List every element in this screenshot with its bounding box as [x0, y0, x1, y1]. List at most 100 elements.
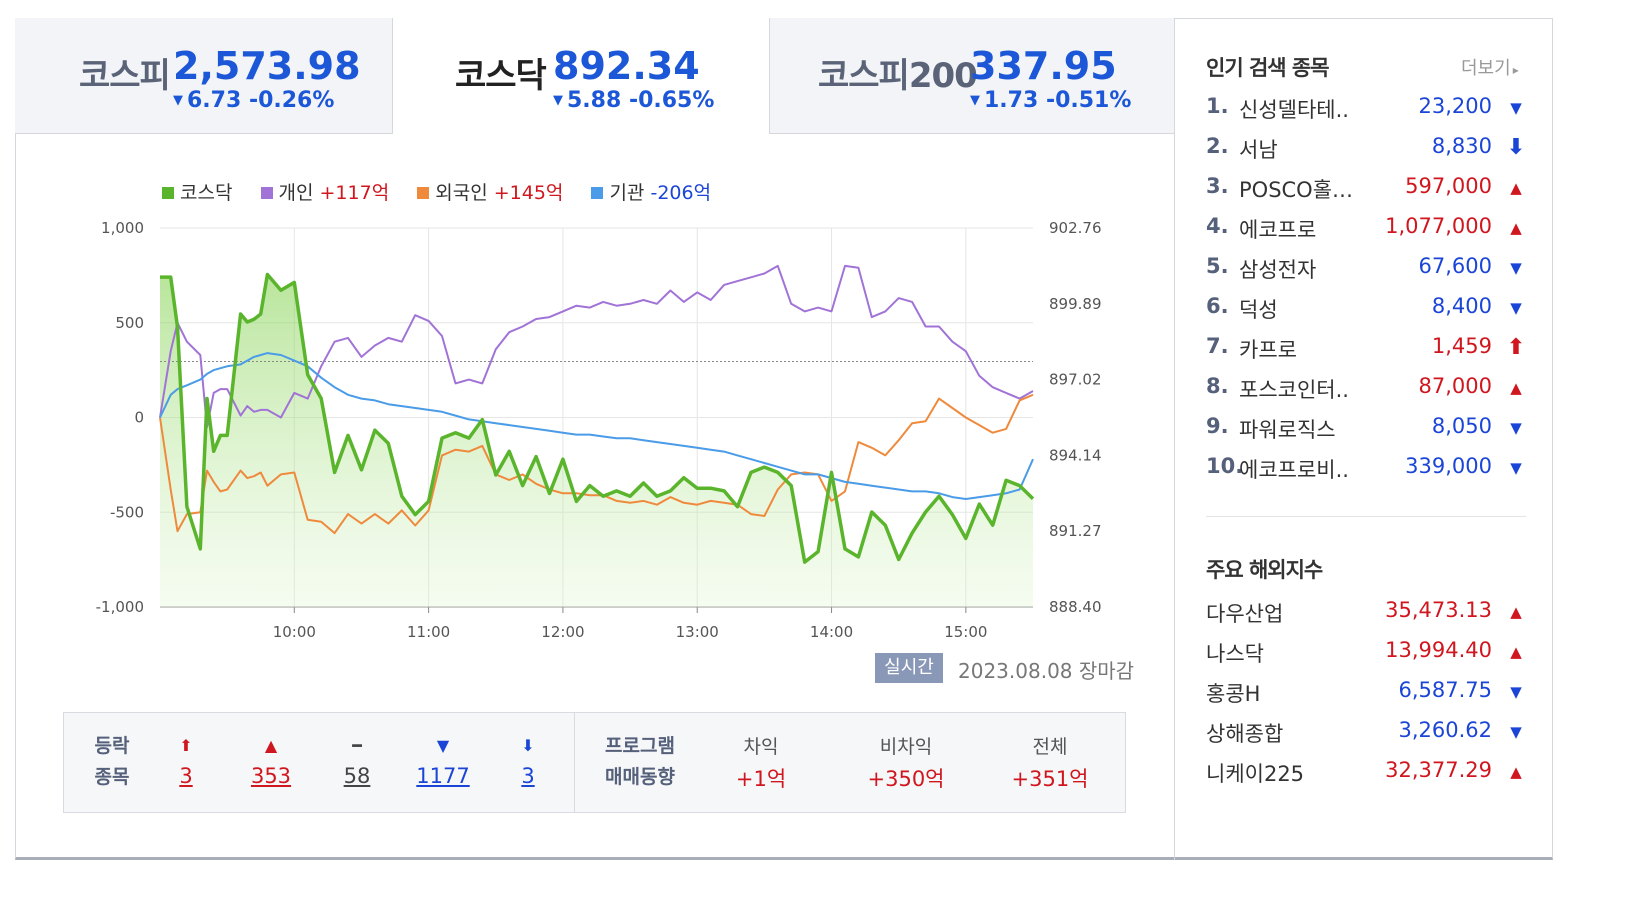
down-triangle-icon: ▼ — [436, 736, 450, 755]
popular-stock-row[interactable]: 8. 포스코인터.. 87,000 ▲ — [1206, 374, 1526, 414]
index-name: 나스닥 — [1206, 642, 1264, 666]
stock-name[interactable]: 파워로직스 — [1239, 418, 1336, 442]
down-triangle-icon: ▼ — [1510, 419, 1522, 437]
x-tick-label: 12:00 — [541, 623, 584, 641]
market-close-date: 2023.08.08 장마감 — [958, 659, 1135, 683]
stock-name[interactable]: 에코프로비.. — [1239, 458, 1349, 482]
stock-price: 597,000 — [1405, 174, 1492, 198]
y-right-tick-label: 894.14 — [1049, 446, 1102, 464]
stock-name[interactable]: 카프로 — [1239, 338, 1297, 362]
legend-kosdaq: 코스닥 — [162, 178, 232, 205]
lower-limit-arrow-icon: ⬇ — [1506, 135, 1526, 160]
tab-kospi-value: 2,573.98 — [173, 44, 361, 88]
index-price: 32,377.29 — [1385, 758, 1492, 782]
stock-rank: 9. — [1206, 414, 1229, 438]
y-left-tick-label: 500 — [115, 314, 144, 332]
stock-price: 8,400 — [1431, 294, 1492, 318]
legend-swatch — [417, 187, 430, 199]
y-left-tick-label: 1,000 — [101, 219, 144, 237]
stock-name[interactable]: 서남 — [1239, 138, 1278, 162]
breadth-flat[interactable]: ━ 58 — [327, 731, 387, 791]
tab-kospi200-value: 337.95 — [970, 44, 1117, 88]
stock-price: 8,830 — [1431, 134, 1492, 158]
up-triangle-icon: ▲ — [1510, 763, 1522, 781]
y-right-tick-label: 899.89 — [1049, 295, 1102, 313]
breadth-upper-limit[interactable]: ⬆ 3 — [156, 731, 216, 791]
stock-price: 23,200 — [1418, 94, 1492, 118]
y-right-tick-label: 891.27 — [1049, 522, 1102, 540]
market-breadth-box: 등락 종목 ⬆ 3 ▲ 353 ━ 58 ▼ 1177 ⬇ 3 프로그램 매매동향 차익 +1억… — [63, 712, 1126, 813]
stock-name[interactable]: 포스코인터.. — [1239, 378, 1349, 402]
tab-kospi200[interactable]: 코스피200 337.95 ▼ 1.73 -0.51% — [770, 18, 1175, 134]
up-triangle-icon: ▲ — [1510, 179, 1522, 197]
kosdaq-area — [160, 274, 1033, 607]
more-link[interactable]: 더보기 ▸ — [1461, 58, 1519, 79]
tab-kospi[interactable]: 코스피 2,573.98 ▼ 6.73 -0.26% — [15, 18, 393, 134]
stock-name[interactable]: 덕성 — [1239, 298, 1278, 322]
popular-stock-row[interactable]: 9. 파워로직스 8,050 ▼ — [1206, 414, 1526, 454]
chevron-right-icon: ▸ — [1512, 63, 1519, 77]
tab-kosdaq-name: 코스닥 — [455, 56, 547, 96]
kosdaq-line — [160, 272, 1035, 564]
stock-rank: 4. — [1206, 214, 1229, 238]
down-triangle-icon: ▼ — [173, 93, 183, 108]
stock-price: 1,077,000 — [1385, 214, 1492, 238]
stock-name[interactable]: POSCO홀… — [1239, 178, 1354, 202]
world-index-row[interactable]: 나스닥 13,994.40 ▲ — [1206, 638, 1526, 678]
up-triangle-icon: ▲ — [1510, 219, 1522, 237]
world-indices-title: 주요 해외지수 — [1206, 558, 1323, 582]
tab-kosdaq[interactable]: 코스닥 892.34 ▼ 5.88 -0.65% — [393, 18, 770, 134]
breadth-fall[interactable]: ▼ 1177 — [413, 731, 473, 791]
stock-rank: 1. — [1206, 94, 1229, 118]
down-triangle-icon: ▼ — [1510, 259, 1522, 277]
side-panel: 인기 검색 종목 더보기 ▸ 1. 신성델타테.. 23,200 ▼ 2. 서남 8,830 ⬇… — [1176, 18, 1552, 860]
stock-rank: 10. — [1206, 454, 1244, 478]
world-index-row[interactable]: 홍콩H 6,587.75 ▼ — [1206, 678, 1526, 718]
stock-rank: 8. — [1206, 374, 1229, 398]
divider — [574, 713, 575, 812]
popular-stock-row[interactable]: 1. 신성델타테.. 23,200 ▼ — [1206, 94, 1526, 134]
program-total: 전체 +351억 — [1011, 736, 1089, 791]
y-left-tick-label: -500 — [110, 503, 144, 521]
popular-stock-row[interactable]: 5. 삼성전자 67,600 ▼ — [1206, 254, 1526, 294]
world-index-row[interactable]: 상해종합 3,260.62 ▼ — [1206, 718, 1526, 758]
index-name: 다우산업 — [1206, 602, 1284, 626]
world-index-row[interactable]: 니케이225 32,377.29 ▲ — [1206, 758, 1526, 798]
stock-price: 339,000 — [1405, 454, 1492, 478]
index-name: 상해종합 — [1206, 722, 1284, 746]
y-right-tick-label: 888.40 — [1049, 598, 1102, 616]
x-tick-label: 10:00 — [273, 623, 316, 641]
index-name: 니케이225 — [1206, 762, 1305, 786]
chart-legend: 코스닥 개인 +117억 외국인 +145억 기관 -206억 — [162, 178, 733, 205]
program-arbitrage: 차익 +1억 — [735, 736, 787, 791]
index-panel: 코스피 2,573.98 ▼ 6.73 -0.26% 코스닥 892.34 ▼ 5.… — [15, 18, 1175, 860]
breadth-label: 등락 종목 — [94, 735, 130, 788]
index-price: 6,587.75 — [1398, 678, 1492, 702]
legend-swatch — [162, 187, 174, 199]
foreign-line — [159, 393, 1034, 535]
popular-stock-row[interactable]: 2. 서남 8,830 ⬇ — [1206, 134, 1526, 174]
popular-stock-row[interactable]: 10. 에코프로비.. 339,000 ▼ — [1206, 454, 1526, 494]
stock-name[interactable]: 에코프로 — [1239, 218, 1317, 242]
popular-stock-row[interactable]: 7. 카프로 1,459 ⬆ — [1206, 334, 1526, 374]
stock-rank: 3. — [1206, 174, 1229, 198]
breadth-rise[interactable]: ▲ 353 — [241, 731, 301, 791]
breadth-lower-limit[interactable]: ⬇ 3 — [498, 731, 558, 791]
stock-name[interactable]: 삼성전자 — [1239, 258, 1317, 282]
up-triangle-icon: ▲ — [264, 736, 278, 755]
popular-stock-row[interactable]: 6. 덕성 8,400 ▼ — [1206, 294, 1526, 334]
index-price: 3,260.62 — [1398, 718, 1492, 742]
stock-name[interactable]: 신성델타테.. — [1239, 98, 1349, 122]
world-index-row[interactable]: 다우산업 35,473.13 ▲ — [1206, 598, 1526, 638]
divider — [1206, 516, 1526, 517]
stock-price: 8,050 — [1431, 414, 1492, 438]
realtime-badge[interactable]: 실시간 — [875, 653, 943, 683]
down-triangle-icon: ▼ — [1510, 683, 1522, 701]
stock-rank: 6. — [1206, 294, 1229, 318]
stock-rank: 5. — [1206, 254, 1229, 278]
popular-stock-row[interactable]: 3. POSCO홀… 597,000 ▲ — [1206, 174, 1526, 214]
individual-line — [159, 264, 1034, 428]
index-price: 13,994.40 — [1385, 638, 1492, 662]
down-triangle-icon: ▼ — [1510, 459, 1522, 477]
popular-stock-row[interactable]: 4. 에코프로 1,077,000 ▲ — [1206, 214, 1526, 254]
